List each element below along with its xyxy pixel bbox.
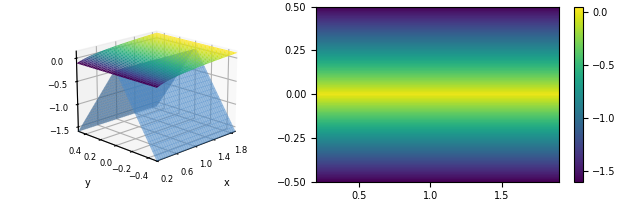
X-axis label: x: x [224,178,229,188]
Y-axis label: y: y [84,178,90,188]
